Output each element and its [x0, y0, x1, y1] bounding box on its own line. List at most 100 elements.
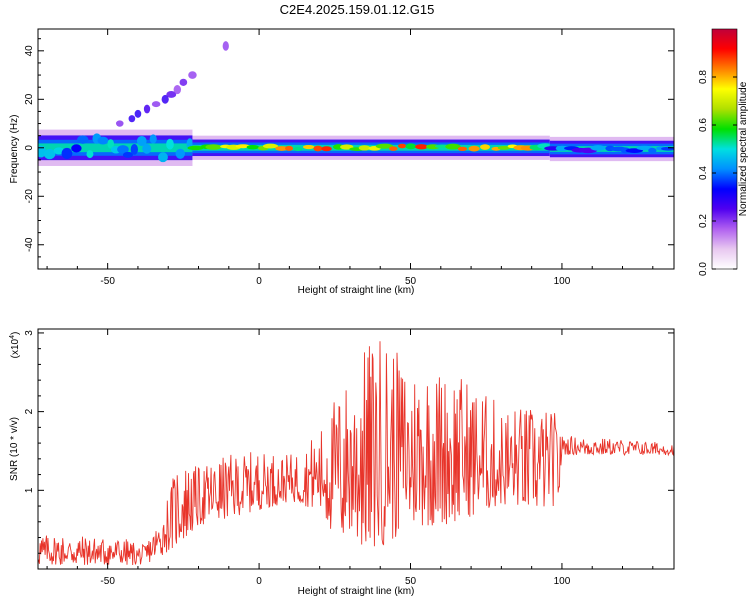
spectrogram-x-axis-label: Height of straight line (km): [298, 285, 415, 296]
x-tick-label: 0: [256, 276, 262, 287]
x-tick-label: 50: [405, 576, 417, 587]
spectrogram-blob: [497, 145, 511, 150]
spectrogram-blob: [77, 135, 89, 144]
spectrogram-y-axis-label: Frequency (Hz): [9, 115, 20, 184]
spectrogram-blob: [97, 136, 109, 145]
spectrogram-blob: [405, 143, 417, 150]
spectrogram-blob: [61, 147, 73, 160]
colorbar-tick-label: 0.8: [698, 70, 709, 84]
x-tick-label: 50: [405, 276, 417, 287]
spectrogram-blob: [398, 143, 407, 149]
colorbar-tick-label: 0.6: [698, 118, 709, 132]
spectrogram-blob: [43, 149, 56, 160]
y-tick-label: 2: [24, 408, 35, 414]
spectrogram-blob: [166, 138, 174, 150]
colorbar-tick-label: 0.2: [698, 214, 709, 228]
colorbar-tick-label: 0.0: [698, 262, 709, 276]
colorbar-gradient: [711, 28, 738, 270]
spectrogram-blob: [275, 146, 289, 151]
snr-y-axis-label: SNR (10 * v/v): [9, 417, 20, 481]
snr-multiplier-exponent: 4: [9, 335, 16, 339]
y-tick-label: 20: [24, 93, 35, 105]
spectrogram-blob: [38, 145, 46, 158]
spectrogram-blob: [86, 150, 94, 159]
snr-plot-area: [38, 341, 674, 566]
spectrogram-blob: [340, 144, 354, 150]
spectrogram-blob: [205, 144, 222, 150]
spectrogram-drift-point: [128, 115, 136, 123]
y-tick-label: -40: [24, 237, 35, 252]
spectrogram-frame: [37, 28, 675, 270]
spectrogram-blob: [313, 145, 323, 152]
spectrogram-blob: [648, 147, 657, 154]
spectrogram-drift-point: [143, 104, 151, 114]
y-tick-label: -20: [24, 189, 35, 204]
spectrogram-drift-point: [134, 109, 142, 118]
spectrogram-blob: [358, 145, 371, 151]
spectrogram-blob: [142, 143, 152, 154]
x-tick-label: 0: [256, 576, 262, 587]
spectrogram-blob: [130, 143, 138, 155]
spectrogram-y-ticks: -40 -20 0 20 40: [24, 38, 674, 258]
spectrogram-blob: [321, 146, 332, 152]
y-tick-label: 3: [24, 330, 35, 336]
spectrogram-blob: [117, 145, 129, 154]
spectrogram-plot-area: [38, 41, 674, 166]
snr-y-multiplier: (x104): [9, 332, 21, 359]
snr-multiplier-close: ): [10, 332, 21, 335]
spectrogram-drift-point: [166, 91, 177, 98]
snr-y-ticks: 1 2 3: [24, 330, 674, 554]
snr-multiplier-base: (x10: [10, 338, 21, 358]
spectrogram-blob: [285, 145, 294, 151]
spectrogram-blob: [293, 147, 303, 152]
colorbar-tick-label: 0.4: [698, 166, 709, 180]
spectrogram-drift-point: [188, 71, 197, 79]
spectrogram-blob: [187, 145, 204, 151]
spectrogram-drift-point: [115, 120, 124, 127]
spectrogram-drift-point: [161, 94, 169, 104]
spectrogram-blob: [136, 135, 147, 147]
spectrogram-blob: [445, 143, 461, 150]
x-tick-label: -50: [100, 576, 115, 587]
spectrogram-drift-point: [151, 101, 161, 108]
y-tick-label: 1: [24, 487, 35, 493]
y-tick-label: 0: [24, 145, 35, 151]
spectrogram-blob: [158, 152, 168, 163]
x-tick-label: 100: [554, 576, 571, 587]
spectrogram-x-ticks: -50 0 50 100: [46, 29, 654, 287]
y-tick-label: 40: [24, 45, 35, 57]
spectrogram-blob: [480, 144, 490, 150]
spectrogram-blob: [389, 146, 398, 151]
snr-x-ticks: -50 0 50 100: [46, 329, 654, 587]
x-tick-label: 100: [554, 276, 571, 287]
colorbar: 0.0 0.2 0.4 0.6 0.8 Normalized spectral ampl…: [698, 28, 749, 276]
colorbar-label: Normalized spectral amplitude: [738, 81, 749, 216]
spectrogram-blob: [636, 145, 653, 151]
spectrogram-blob: [590, 145, 606, 151]
spectrogram-blob: [302, 144, 315, 150]
spectrogram-blob: [555, 145, 569, 151]
spectrogram-panel: -50 0 50 100 -40 -20 0 20 40 Height of straight…: [9, 28, 675, 296]
spectrogram-blob: [262, 143, 279, 149]
spectrogram-blob: [246, 144, 260, 150]
spectrogram-blob: [107, 139, 115, 149]
x-tick-label: -50: [100, 276, 115, 287]
spectrogram-blob: [175, 148, 185, 159]
spectrogram-blob: [468, 145, 480, 152]
spectrogram-blob: [122, 151, 133, 158]
snr-series-line: [38, 341, 674, 566]
spectrogram-drift-point: [173, 85, 182, 95]
spectrogram-drift-point: [179, 78, 188, 86]
snr-frame: [37, 328, 675, 570]
snr-panel: -50 0 50 100 1 2 3 Height of straight line (k…: [9, 328, 675, 597]
spectrogram-blob: [415, 144, 428, 150]
spectrogram-blob: [375, 143, 394, 149]
colorbar-ticks: 0.0 0.2 0.4 0.6 0.8: [698, 70, 737, 276]
spectrogram-drift-point: [222, 41, 229, 51]
spectrogram-blob: [71, 144, 82, 153]
spectrogram-blob: [149, 134, 157, 144]
spectrogram-blob: [457, 146, 468, 151]
figure-title: C2E4.2025.159.01.12.G15: [280, 2, 435, 17]
snr-x-axis-label: Height of straight line (km): [298, 586, 415, 597]
